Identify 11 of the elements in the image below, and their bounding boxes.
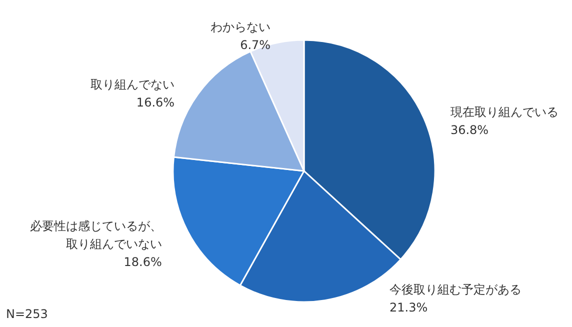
slice-label: 必要性は感じているが、取り組んでいない <box>30 219 162 252</box>
slice-label: 取り組んでない <box>90 78 175 92</box>
data-label: 21.3% <box>390 300 428 314</box>
slice-label: わからない <box>210 20 271 34</box>
data-label: 18.6% <box>124 255 162 270</box>
text: N=253 <box>6 307 48 321</box>
slice-label: 現在取り組んでいる <box>450 104 558 119</box>
data-label: 16.6% <box>136 96 175 110</box>
data-label: 6.7% <box>240 38 271 52</box>
data-label: 36.8% <box>450 122 489 137</box>
slice-label: 今後取り組む予定がある <box>390 282 522 296</box>
